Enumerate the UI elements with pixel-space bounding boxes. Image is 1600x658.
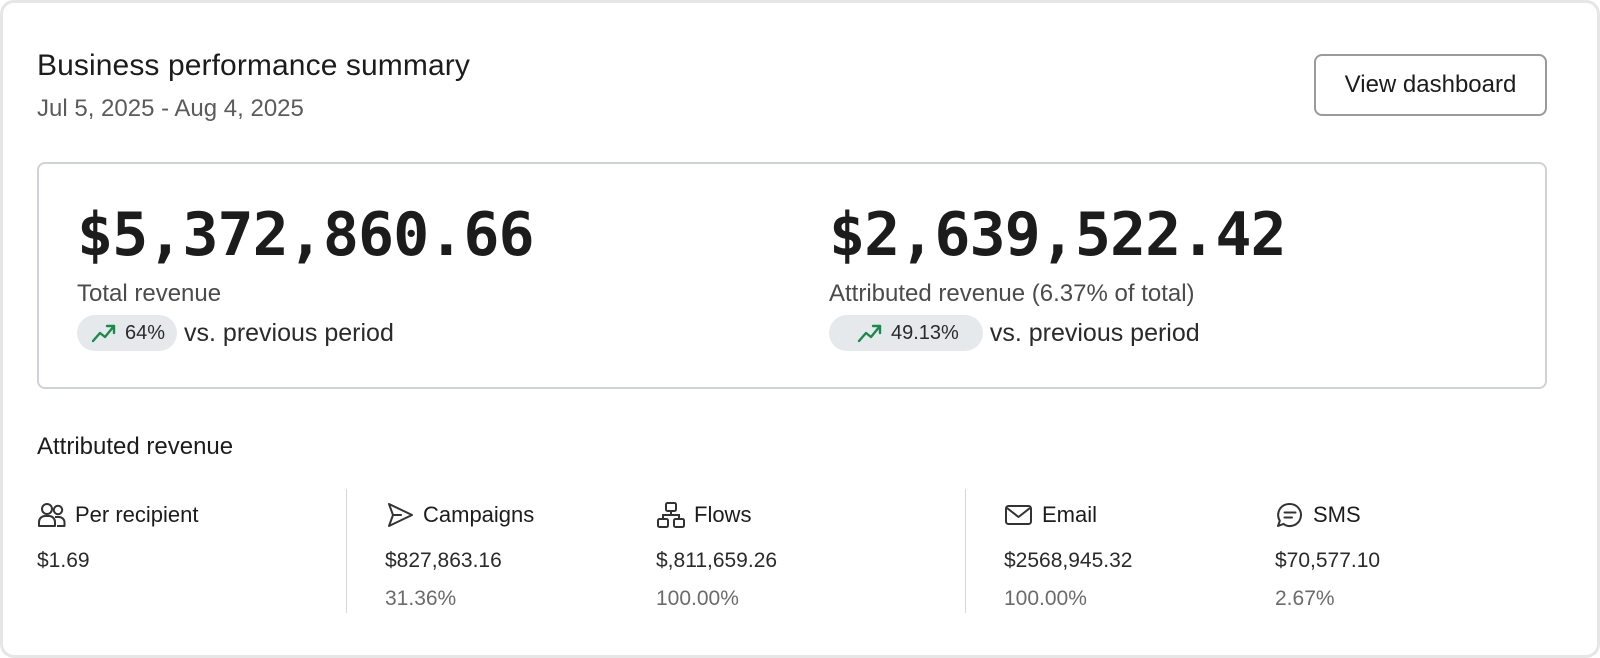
change-badge: 49.13% [829, 315, 983, 351]
change-percent: 64% [125, 321, 166, 344]
flow-icon [657, 502, 685, 528]
metric-value: $827,863.16 [385, 549, 502, 572]
metric-label: SMS [1313, 502, 1361, 527]
metric-label: Email [1042, 502, 1098, 527]
users-icon [38, 503, 66, 527]
metric-sms: SMS $70,577.10 2.67% [1275, 501, 1380, 610]
metric-email: Email $2568,945.32 100.00% [1004, 501, 1132, 610]
metric-value: $70,577.10 [1275, 549, 1381, 572]
revenue-summary-box: $5,372,860.66 Total revenue 64% vs. prev… [37, 162, 1547, 389]
change-badge: 64% [77, 315, 178, 351]
attributed-revenue-change: 49.13% vs. previous period [829, 315, 1200, 351]
trend-up-icon [91, 324, 116, 343]
view-dashboard-button[interactable]: View dashboard [1314, 54, 1547, 116]
attributed-revenue-label: Attributed revenue (6.37% of total) [829, 280, 1195, 307]
sms-icon [1277, 502, 1302, 527]
metric-percent: 31.36% [385, 587, 457, 610]
metric-label: Campaigns [423, 502, 535, 527]
change-percent: 49.13% [891, 321, 959, 344]
metric-percent: 2.67% [1275, 587, 1335, 610]
metric-value: $2568,945.32 [1004, 549, 1133, 572]
metric-per-recipient: Per recipient $1.69 [37, 501, 199, 572]
send-icon [388, 503, 413, 527]
metric-campaigns: Campaigns $827,863.16 31.36% [385, 501, 535, 610]
change-suffix: vs. previous period [184, 318, 394, 347]
metric-flows: Flows $,811,659.26 100.00% [656, 501, 777, 610]
metric-percent: 100.00% [1004, 587, 1087, 610]
change-suffix: vs. previous period [989, 318, 1200, 347]
metric-label: Per recipient [75, 502, 199, 527]
metric-value: $,811,659.26 [656, 549, 778, 572]
metric-label: Flows [694, 502, 752, 527]
page-title: Business performance summary [37, 49, 470, 82]
metric-value: $1.69 [37, 549, 90, 572]
total-revenue-label: Total revenue [77, 280, 222, 307]
divider [346, 489, 347, 613]
metric-percent: 100.00% [656, 587, 739, 610]
mail-icon [1005, 505, 1032, 525]
divider [965, 489, 966, 613]
total-revenue-value: $5,372,860.66 [77, 200, 535, 270]
date-range: Jul 5, 2025 - Aug 4, 2025 [37, 95, 304, 122]
attributed-revenue-section-title: Attributed revenue [37, 433, 234, 460]
total-revenue-change: 64% vs. previous period [77, 315, 394, 351]
trend-up-icon [857, 324, 882, 343]
attributed-revenue-value: $2,639,522.42 [829, 200, 1287, 270]
